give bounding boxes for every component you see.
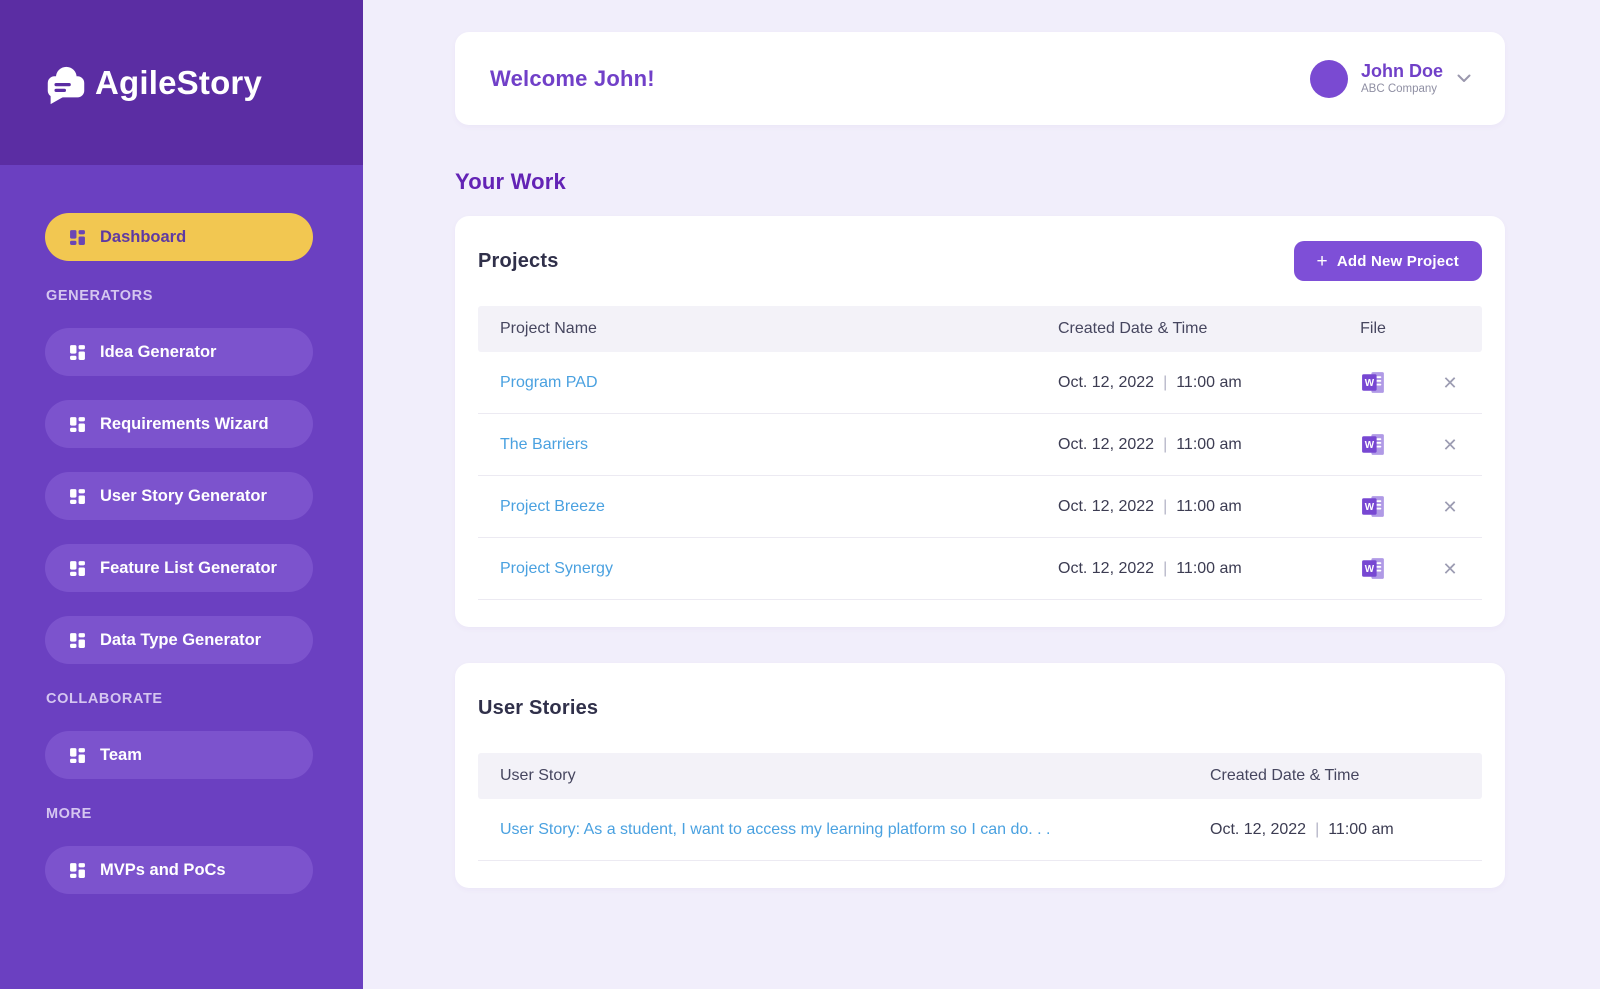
column-header-project-name: Project Name (500, 320, 597, 337)
project-name-link[interactable]: Project Breeze (500, 497, 605, 515)
table-row: Project Breeze Oct. 12, 2022 | 11:00 am W … (478, 476, 1482, 538)
sidebar-section-items: Team (0, 731, 363, 779)
user-stories-card: User Stories User Story Created Date & T… (455, 663, 1505, 888)
projects-card: Projects + Add New Project Project Name … (455, 216, 1505, 627)
pipe-separator: | (1315, 820, 1320, 838)
user-name: John Doe (1360, 60, 1443, 81)
column-header-created: Created Date & Time (1058, 320, 1208, 337)
project-created: Oct. 12, 2022 | 11:00 am (1058, 559, 1242, 577)
table-row: Program PAD Oct. 12, 2022 | 11:00 am W ✕ (478, 352, 1482, 414)
app-name: AgileStory (95, 63, 263, 101)
project-file-cell: W (1328, 369, 1418, 396)
user-company: ABC Company (1360, 83, 1438, 96)
sidebar-item-data-type-generator[interactable]: Data Type Generator (45, 616, 313, 664)
chat-bubble-logo-icon (47, 66, 85, 104)
pipe-separator: | (1163, 373, 1168, 391)
sidebar-item-idea-generator[interactable]: Idea Generator (45, 328, 313, 376)
grid-icon (70, 229, 85, 245)
project-created: Oct. 12, 2022 | 11:00 am (1058, 497, 1242, 515)
sidebar-item-user-story-generator[interactable]: User Story Generator (45, 472, 313, 520)
user-menu[interactable]: John Doe ABC Company (1309, 59, 1471, 98)
sidebar-sections: GENERATORS Idea Generator Requirements W… (0, 288, 363, 894)
sidebar-item-requirements-wizard[interactable]: Requirements Wizard (45, 400, 313, 448)
word-doc-icon[interactable]: W (1360, 493, 1387, 520)
sidebar-item-label: Idea Generator (100, 342, 217, 361)
chevron-down-icon (1457, 74, 1471, 82)
project-file-cell: W (1328, 493, 1418, 520)
sidebar-section-items: Idea Generator Requirements Wizard User … (0, 328, 363, 664)
sidebar-item-label: User Story Generator (100, 486, 267, 505)
stories-table-body: User Story: As a student, I want to acce… (478, 799, 1482, 861)
story-created: Oct. 12, 2022 | 11:00 am (1210, 820, 1394, 838)
sidebar-section: MORE MVPs and PoCs (0, 806, 363, 894)
grid-icon (70, 560, 85, 576)
sidebar-item-label: Feature List Generator (100, 558, 277, 577)
sidebar-item-feature-list-generator[interactable]: Feature List Generator (45, 544, 313, 592)
sidebar-item-label: MVPs and PoCs (100, 860, 226, 879)
table-row: Project Synergy Oct. 12, 2022 | 11:00 am W… (478, 538, 1482, 600)
column-header-file: File (1360, 320, 1386, 337)
sidebar-section-label: GENERATORS (46, 288, 153, 304)
delete-project-button[interactable]: ✕ (1438, 494, 1461, 520)
stories-table-header: User Story Created Date & Time (478, 753, 1482, 799)
pipe-separator: | (1163, 435, 1168, 453)
project-created: Oct. 12, 2022 | 11:00 am (1058, 373, 1242, 391)
sidebar-section: GENERATORS Idea Generator Requirements W… (0, 288, 363, 664)
grid-icon (70, 488, 85, 504)
sidebar-item-dashboard[interactable]: Dashboard (45, 213, 313, 261)
sidebar: AgileStory Dashboard GENERATORS Idea Gen… (0, 0, 363, 989)
grid-icon (70, 747, 85, 763)
grid-icon (70, 416, 85, 432)
projects-table-header: Project Name Created Date & Time File (478, 306, 1482, 352)
welcome-message: Welcome John! (490, 65, 655, 91)
project-name-link[interactable]: Project Synergy (500, 559, 613, 577)
sidebar-item-label: Dashboard (100, 227, 187, 246)
project-file-cell: W (1328, 555, 1418, 582)
pipe-separator: | (1163, 559, 1168, 577)
delete-project-button[interactable]: ✕ (1438, 370, 1461, 396)
page-title: Your Work (455, 169, 566, 194)
grid-icon (70, 632, 85, 648)
avatar (1309, 59, 1348, 98)
plus-icon: + (1316, 250, 1328, 272)
word-doc-icon[interactable]: W (1360, 431, 1387, 458)
welcome-header-card: Welcome John! John Doe ABC Company (455, 32, 1505, 125)
svg-text:W: W (1364, 502, 1374, 513)
project-file-cell: W (1328, 431, 1418, 458)
user-story-link[interactable]: User Story: As a student, I want to acce… (500, 820, 1051, 838)
sidebar-item-team[interactable]: Team (45, 731, 313, 779)
sidebar-nav: Dashboard GENERATORS Idea Generator Requ… (0, 165, 363, 894)
projects-title: Projects (478, 249, 559, 272)
sidebar-item-mvps-and-pocs[interactable]: MVPs and PoCs (45, 846, 313, 894)
projects-table-body: Program PAD Oct. 12, 2022 | 11:00 am W ✕ T… (478, 352, 1482, 600)
table-row: User Story: As a student, I want to acce… (478, 799, 1482, 861)
delete-project-button[interactable]: ✕ (1438, 432, 1461, 458)
sidebar-section-label: MORE (46, 806, 92, 822)
grid-icon (70, 862, 85, 878)
table-row: The Barriers Oct. 12, 2022 | 11:00 am W ✕ (478, 414, 1482, 476)
grid-icon (70, 344, 85, 360)
delete-project-button[interactable]: ✕ (1438, 556, 1461, 582)
project-name-link[interactable]: The Barriers (500, 435, 589, 453)
main-content: Welcome John! John Doe ABC Company Your … (363, 0, 1600, 989)
svg-text:W: W (1364, 440, 1374, 451)
sidebar-item-label: Data Type Generator (100, 630, 262, 649)
pipe-separator: | (1163, 497, 1168, 515)
word-doc-icon[interactable]: W (1360, 555, 1387, 582)
sidebar-item-label: Team (100, 745, 142, 764)
add-new-project-button[interactable]: + Add New Project (1293, 241, 1482, 281)
column-header-user-story: User Story (500, 767, 576, 784)
word-doc-icon[interactable]: W (1360, 369, 1387, 396)
app-logo: AgileStory (0, 0, 363, 165)
sidebar-section-items: MVPs and PoCs (0, 846, 363, 894)
svg-text:W: W (1364, 564, 1374, 575)
project-created: Oct. 12, 2022 | 11:00 am (1058, 435, 1242, 453)
sidebar-section-label: COLLABORATE (46, 691, 163, 707)
svg-text:W: W (1364, 378, 1374, 389)
sidebar-item-label: Requirements Wizard (100, 414, 269, 433)
column-header-created: Created Date & Time (1210, 767, 1360, 784)
user-stories-title: User Stories (478, 696, 599, 719)
sidebar-section: COLLABORATE Team (0, 691, 363, 779)
project-name-link[interactable]: Program PAD (500, 373, 598, 391)
